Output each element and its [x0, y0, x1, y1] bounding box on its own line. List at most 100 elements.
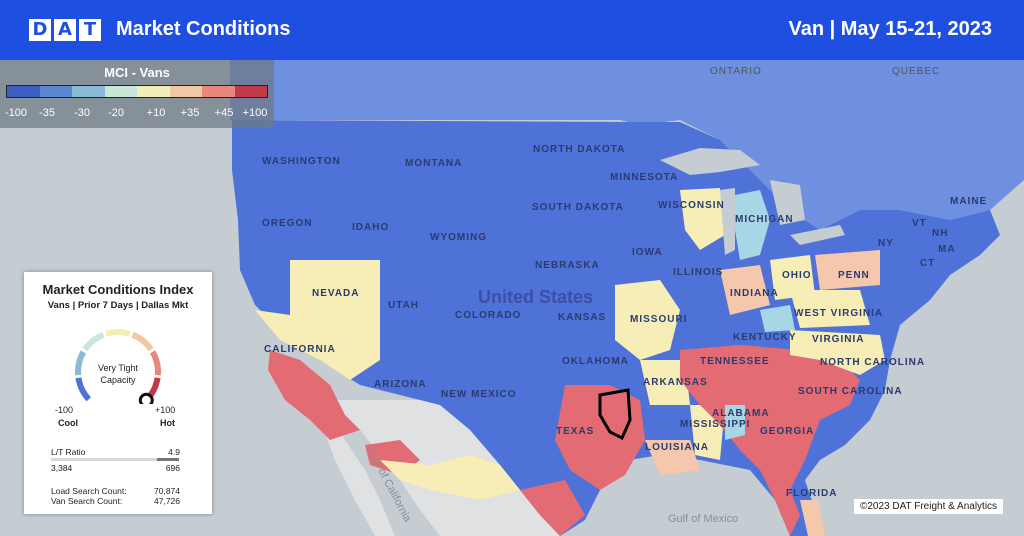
label-california: CALIFORNIA: [264, 344, 336, 355]
region-north-carolina: [790, 330, 885, 375]
region-wisconsin: [680, 188, 725, 250]
gauge-segment-2: [82, 331, 105, 352]
label-alabama: ALABAMA: [712, 408, 770, 419]
scale-swatch-1: [39, 86, 72, 97]
gauge-max-label: Hot: [160, 418, 175, 428]
label-michigan: MICHIGAN: [735, 214, 794, 225]
scale-swatch-3: [104, 86, 137, 97]
scale-tick-0: -100: [4, 107, 28, 119]
label-wisconsin: WISCONSIN: [658, 200, 725, 211]
region-south-texas: [520, 480, 585, 536]
label-illinois: ILLINOIS: [673, 267, 723, 278]
market-conditions-index-panel: Market Conditions Index Vans | Prior 7 D…: [24, 272, 212, 514]
region-virginia: [790, 290, 870, 328]
logo-letter-d: D: [29, 19, 51, 41]
label-quebec: QUEBEC: [892, 66, 940, 77]
lt-ratio-value: 4.9: [168, 447, 180, 457]
gauge-arc: [75, 329, 161, 402]
label-gulf-of-mexico: Gulf of Mexico: [668, 513, 738, 525]
region-florida-south: [800, 500, 825, 536]
lake-erie: [790, 225, 845, 245]
scale-tick-7: +100: [242, 107, 268, 119]
gauge-segment-4: [131, 331, 154, 352]
copyright-notice: ©2023 DAT Freight & Analytics: [854, 499, 1004, 514]
dat-logo: D A T: [29, 19, 101, 41]
region-missouri: [615, 280, 680, 360]
mci-scale-legend: MCI - Vans -100 -35 -30 -20 +10 +35 +45 …: [0, 60, 274, 128]
lt-ratio-bar: [51, 458, 179, 461]
label-oklahoma: OKLAHOMA: [562, 356, 629, 367]
region-california: [268, 350, 360, 440]
region-indiana: [720, 265, 770, 315]
scale-swatch-2: [72, 86, 105, 97]
label-florida: FLORIDA: [786, 488, 837, 499]
gauge-min-value: -100: [55, 405, 74, 415]
label-nh: NH: [932, 228, 948, 239]
label-kentucky: KENTUCKY: [733, 332, 797, 343]
label-arkansas: ARKANSAS: [643, 377, 708, 388]
label-nevada: NEVADA: [312, 288, 359, 299]
scale-swatch-5: [169, 86, 202, 97]
label-penn: PENN: [838, 270, 870, 281]
mci-panel-title: Market Conditions Index: [42, 282, 194, 297]
scale-tick-3: -20: [108, 107, 124, 119]
header-bar: D A T Market Conditions Van | May 15-21,…: [0, 0, 1024, 60]
region-louisiana: [645, 440, 700, 475]
gauge-segment-5: [149, 350, 161, 376]
label-west-virginia: WEST VIRGINIA: [794, 308, 883, 319]
label-ny: NY: [878, 238, 894, 249]
region-kentucky-teal: [760, 305, 795, 332]
region-penn: [815, 250, 880, 290]
label-kansas: KANSAS: [558, 312, 606, 323]
scale-ticks: -100 -35 -30 -20 +10 +35 +45 +100: [0, 107, 274, 123]
label-utah: UTAH: [388, 300, 419, 311]
label-maine: MAINE: [950, 196, 987, 207]
scale-swatch-7: [234, 86, 267, 97]
canada-land: [230, 60, 1024, 230]
label-ma: MA: [938, 244, 956, 255]
region-arkansas-mild: [640, 360, 690, 405]
equipment-date-range: Van | May 15-21, 2023: [788, 18, 992, 40]
scale-color-bar: [6, 85, 268, 98]
region-border-mild: [380, 455, 520, 500]
label-arizona: ARIZONA: [374, 379, 427, 390]
gauge-status-line1: Very Tight: [97, 363, 139, 373]
label-north-dakota: NORTH DAKOTA: [533, 144, 625, 155]
gauge-segment-1: [75, 350, 87, 376]
scale-swatch-4: [137, 86, 170, 97]
mci-panel-subtitle: Vans | Prior 7 Days | Dallas Mkt: [47, 300, 189, 311]
loads-count: 3,384: [51, 463, 73, 473]
label-texas: TEXAS: [556, 426, 594, 437]
label-virginia: VIRGINIA: [812, 334, 864, 345]
region-southeast-hot: [680, 345, 860, 536]
logo-letter-a: A: [54, 19, 76, 41]
logo-letter-t: T: [79, 19, 101, 41]
label-missouri: MISSOURI: [630, 314, 687, 325]
label-washington: WASHINGTON: [262, 156, 341, 167]
gauge-status-label: Very Tight Capacity: [86, 362, 150, 386]
load-search-label: Load Search Count:: [51, 486, 127, 496]
lt-ratio-label: L/T Ratio: [51, 447, 86, 457]
van-search-value: 47,726: [154, 496, 180, 506]
label-colorado: COLORADO: [455, 310, 521, 321]
label-idaho: IDAHO: [352, 222, 389, 233]
label-ct: CT: [920, 258, 935, 269]
scale-title: MCI - Vans: [104, 65, 170, 80]
label-new-mexico: NEW MEXICO: [441, 389, 517, 400]
scale-tick-5: +35: [180, 107, 200, 119]
label-montana: MONTANA: [405, 158, 462, 169]
label-iowa: IOWA: [632, 247, 663, 258]
label-wyoming: WYOMING: [430, 232, 487, 243]
label-georgia: GEORGIA: [760, 426, 814, 437]
region-michigan: [735, 190, 770, 260]
label-minnesota: MINNESOTA: [610, 172, 678, 183]
trucks-count: 696: [165, 463, 180, 473]
label-oregon: OREGON: [262, 218, 312, 229]
scale-swatch-6: [202, 86, 235, 97]
gauge-min-label: Cool: [58, 418, 78, 428]
label-south-carolina: SOUTH CAROLINA: [798, 386, 903, 397]
label-nebraska: NEBRASKA: [535, 260, 600, 271]
dallas-market-outline[interactable]: [598, 388, 632, 441]
label-mississippi: MISSISSIPPI: [680, 419, 750, 430]
gauge-segment-3: [105, 329, 131, 337]
